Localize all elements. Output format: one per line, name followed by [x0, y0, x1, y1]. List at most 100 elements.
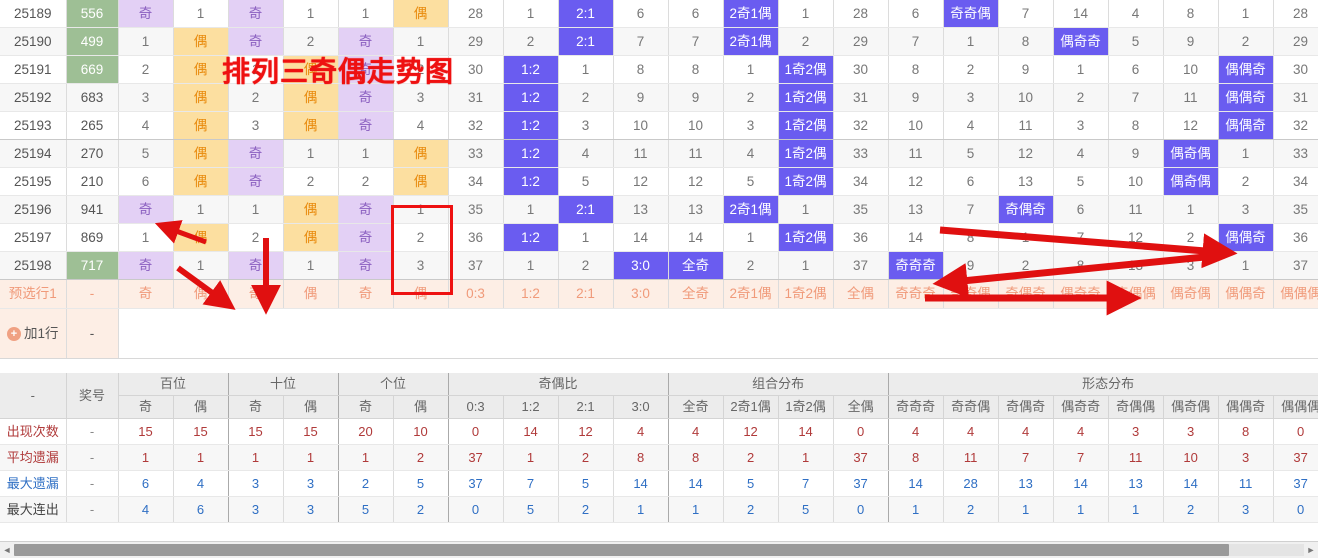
- table-row[interactable]: 25195 210 6 偶奇 2 2 偶 34 1:2 5 12 12 5 1奇2偶 34 12 6 13 5 10 偶…: [0, 167, 1318, 196]
- combo-cell: 9: [668, 83, 724, 112]
- combo-cell: 2: [723, 251, 779, 280]
- shape-cell: 2: [1053, 83, 1109, 112]
- position-cell: 偶: [393, 139, 449, 168]
- stats-header-sub-row: 奇偶奇偶奇偶 0:3 1:2 2:1 3:0 全奇 2奇1偶 1奇2偶 全偶 奇奇奇 奇奇偶 奇偶奇偶…: [0, 395, 1318, 419]
- table-row[interactable]: 25189 556 奇 1 奇 1 1 偶 28 1 2:1 6 6 2奇1偶 1 28 6 奇奇偶 7 14 4 8 1 2…: [0, 0, 1318, 28]
- scroll-left-arrow-icon[interactable]: ◄: [2, 545, 12, 555]
- shape-cell: 7: [1108, 83, 1164, 112]
- shape-cell: 8: [998, 27, 1054, 56]
- stats-value: 6: [173, 496, 229, 523]
- stats-value: 5: [778, 496, 834, 523]
- position-cell: 3: [118, 83, 174, 112]
- shape-cell: 9: [943, 251, 999, 280]
- stats-row-label: 平均遗漏: [0, 444, 67, 471]
- position-cell: 偶: [283, 195, 339, 224]
- shape-row-index: 34: [1273, 167, 1318, 196]
- stats-subheader-4-0: 全奇: [668, 395, 724, 419]
- table-row[interactable]: 25194 270 5 偶奇 1 1 偶 33 1:2 4 11 11 4 1奇2偶 33 11 5 12 4 9 偶奇…: [0, 139, 1318, 168]
- position-cell: 奇: [228, 251, 284, 280]
- position-cell: 1: [393, 195, 449, 224]
- scroll-right-arrow-icon[interactable]: ►: [1306, 545, 1316, 555]
- shape-row-index: 33: [1273, 139, 1318, 168]
- shape-cell: 8: [1053, 251, 1109, 280]
- table-row[interactable]: 25197 869 1 偶 2 偶奇 2 36 1:2 1 14 14 1 1奇2偶 36 14 8 1 7 12 2 偶…: [0, 223, 1318, 252]
- prize-number: 556: [66, 0, 119, 28]
- stats-value: 12: [558, 418, 614, 445]
- shape-cell: 10: [998, 83, 1054, 112]
- stats-value: 3: [228, 496, 284, 523]
- preselect-shape-cell: 偶偶奇: [1218, 279, 1274, 309]
- combo-cell: 5: [723, 167, 779, 196]
- position-cell: 偶: [283, 111, 339, 140]
- issue-number: 25191: [0, 55, 67, 84]
- combo-cell: 8: [668, 55, 724, 84]
- table-row[interactable]: 25192 683 3 偶 2 偶奇 3 31 1:2 2 9 9 2 1奇2偶 31 9 3 10 2 7 11 偶偶奇…: [0, 83, 1318, 112]
- scrollbar-thumb[interactable]: [14, 544, 1229, 556]
- preselect-row[interactable]: 预选行1- 奇偶奇偶奇偶 0:3 1:2 2:1 3:0 全奇 2奇1偶 1奇2偶 全偶 奇奇奇 奇奇…: [0, 279, 1318, 309]
- stats-value: 4: [1053, 418, 1109, 445]
- add-row[interactable]: + 加1行 -: [0, 308, 1318, 359]
- table-row[interactable]: 25193 265 4 偶 3 偶奇 4 32 1:2 3 10 10 3 1奇2偶 32 10 4 11 3 8 12…: [0, 111, 1318, 140]
- add-row-label: 加1行: [23, 326, 59, 341]
- horizontal-scrollbar[interactable]: ◄ ►: [0, 541, 1318, 558]
- stats-value: 1: [1108, 496, 1164, 523]
- stats-value: 0: [833, 418, 889, 445]
- stats-group-5: 形态分布: [888, 373, 1318, 396]
- stats-value: 1: [118, 444, 174, 471]
- stats-subheader-4-2: 1奇2偶: [778, 395, 834, 419]
- stats-subheader-5-1: 奇奇偶: [943, 395, 999, 419]
- ratio-cell: 9: [613, 83, 669, 112]
- position-cell: 偶: [173, 83, 229, 112]
- table-row[interactable]: 25198 717 奇 1 奇 1 奇 3 37 1 2 3:0 全奇 2 1 37 奇奇奇 9 2 8 13 3 1 37: [0, 251, 1318, 280]
- preselect-ratio-cell: 2:1: [558, 279, 614, 309]
- stats-subheader-5-0: 奇奇奇: [888, 395, 944, 419]
- combo-cell: 全奇: [668, 251, 724, 280]
- stats-value: 4: [888, 418, 944, 445]
- stats-value: 0: [1273, 418, 1318, 445]
- ratio-cell: 3:0: [613, 251, 669, 280]
- stats-value: 1: [173, 444, 229, 471]
- table-row[interactable]: 25190 499 1 偶奇 2 奇 1 29 2 2:1 7 7 2奇1偶 2 29 7 1 8 偶奇奇 5 9 2 29: [0, 27, 1318, 56]
- shape-cell: 5: [1108, 27, 1164, 56]
- stats-value: 14: [888, 470, 944, 497]
- shape-cell: 2: [1218, 27, 1274, 56]
- issue-number: 25196: [0, 195, 67, 224]
- stats-group-3: 奇偶比: [448, 373, 669, 396]
- stats-value: 11: [1218, 470, 1274, 497]
- shape-cell: 11: [1163, 83, 1219, 112]
- position-cell: 1: [338, 139, 394, 168]
- prize-number: 265: [66, 111, 119, 140]
- stats-value: 15: [283, 418, 339, 445]
- preselect-ratio-cell: 0:3: [448, 279, 504, 309]
- trend-chart-table-scroll[interactable]: 25189 556 奇 1 奇 1 1 偶 28 1 2:1 6 6 2奇1偶 1 28 6 奇奇偶 7 14 4 8 1 2…: [0, 0, 1318, 373]
- issue-number: 25190: [0, 27, 67, 56]
- ratio-row-index: 31: [448, 83, 504, 112]
- ratio-cell: 2: [503, 27, 559, 56]
- stats-value: 11: [943, 444, 999, 471]
- shape-cell: 1: [1053, 55, 1109, 84]
- statistics-table: - 奖号 百位 十位 个位 奇偶比 组合分布 形态分布奇偶奇偶奇偶 0:3 1:2 2:1 3:0 全奇…: [0, 373, 1318, 523]
- stats-value: 14: [668, 470, 724, 497]
- preselect-shape-cell: 偶偶偶: [1273, 279, 1318, 309]
- stats-value: 37: [448, 444, 504, 471]
- stats-value: 37: [448, 470, 504, 497]
- table-row[interactable]: 25196 941 奇 1 1 偶奇 1 35 1 2:1 13 13 2奇1偶 1 35 13 7 奇偶奇 6 11…: [0, 195, 1318, 224]
- position-cell: 1: [283, 0, 339, 28]
- combo-cell: 2奇1偶: [723, 0, 779, 28]
- position-cell: 偶: [173, 111, 229, 140]
- stats-value: 4: [118, 496, 174, 523]
- preselect-position-cell: 奇: [338, 279, 394, 309]
- issue-number: 25193: [0, 111, 67, 140]
- table-row[interactable]: 25191 669 2 偶 1 偶奇 2 30 1:2 1 8 8 1 1奇2偶 30 8 2 9 1 6 10 偶偶奇 3…: [0, 55, 1318, 84]
- position-cell: 2: [118, 55, 174, 84]
- stats-subheader-2-1: 偶: [393, 395, 449, 419]
- combo-row-index: 36: [833, 223, 889, 252]
- stats-value: 2: [723, 496, 779, 523]
- position-cell: 奇: [118, 195, 174, 224]
- stats-row-label: 出现次数: [0, 418, 67, 445]
- preselect-shape-cell: 偶奇奇: [1053, 279, 1109, 309]
- add-row-button[interactable]: + 加1行: [0, 308, 67, 359]
- combo-cell: 1: [778, 0, 834, 28]
- shape-cell: 8: [943, 223, 999, 252]
- shape-cell: 6: [888, 0, 944, 28]
